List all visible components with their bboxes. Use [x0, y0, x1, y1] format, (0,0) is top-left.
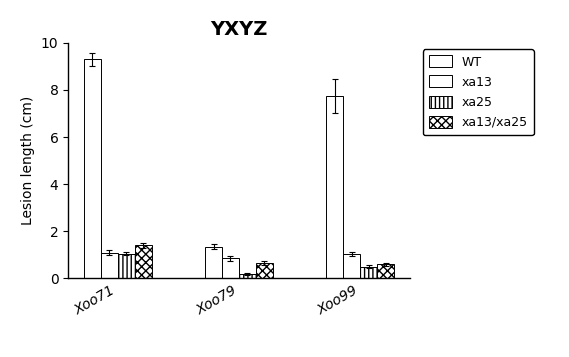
Y-axis label: Lesion length (cm): Lesion length (cm) — [22, 96, 35, 225]
Bar — [84, 59, 101, 278]
Bar — [205, 247, 222, 278]
Bar — [377, 264, 394, 278]
Legend: WT, xa13, xa25, xa13/xa25: WT, xa13, xa25, xa13/xa25 — [423, 49, 534, 135]
Title: YXYZ: YXYZ — [211, 20, 267, 39]
Bar — [101, 252, 118, 278]
Bar — [118, 254, 135, 278]
Bar — [222, 258, 239, 278]
Bar — [360, 267, 377, 278]
Bar — [135, 246, 152, 278]
Bar — [326, 96, 343, 278]
Bar — [343, 254, 360, 278]
Bar — [239, 274, 256, 278]
Bar — [256, 263, 273, 278]
